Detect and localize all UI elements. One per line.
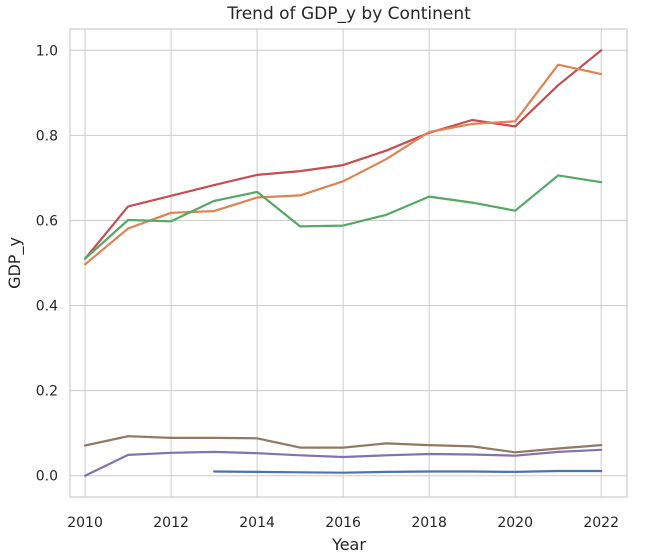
- x-tick-label: 2018: [411, 515, 447, 531]
- x-axis-ticks: 2010 2012 2014 2016 2018 2020 2022: [67, 515, 619, 531]
- y-tick-label: 0.6: [36, 213, 58, 229]
- x-tick-label: 2022: [583, 515, 619, 531]
- y-axis-ticks: 0.0 0.2 0.4 0.6 0.8 1.0: [36, 43, 58, 484]
- y-tick-label: 1.0: [36, 43, 58, 59]
- series-line-4: [83, 435, 603, 454]
- series-line-3: [83, 174, 603, 260]
- series-group: [83, 49, 603, 477]
- y-tick-label: 0.0: [36, 469, 58, 485]
- y-tick-label: 0.8: [36, 128, 58, 144]
- x-tick-label: 2016: [325, 515, 361, 531]
- x-tick-label: 2020: [497, 515, 533, 531]
- y-tick-label: 0.4: [36, 299, 58, 315]
- x-tick-label: 2012: [153, 515, 189, 531]
- series-line-1: [83, 49, 603, 260]
- series-line-5: [83, 448, 603, 477]
- x-tick-label: 2010: [67, 515, 103, 531]
- series-line-2: [83, 63, 603, 266]
- x-tick-label: 2014: [239, 515, 275, 531]
- y-axis-label: GDP_y: [5, 237, 25, 289]
- plot-frame: [69, 28, 628, 498]
- chart-title: Trend of GDP_y by Continent: [226, 4, 471, 24]
- series-line-6: [213, 469, 603, 474]
- x-axis-label: Year: [331, 535, 366, 554]
- y-tick-label: 0.2: [36, 384, 58, 400]
